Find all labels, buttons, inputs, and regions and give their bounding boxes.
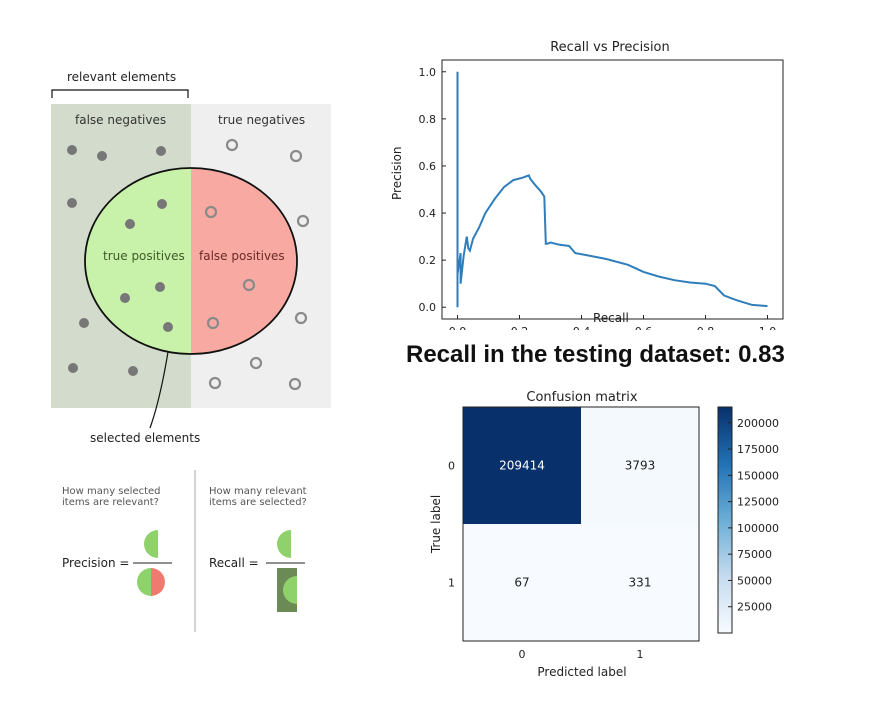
pr-xtick-label: 0.8 — [697, 325, 715, 330]
cm-cell-value: 3793 — [625, 459, 656, 473]
cm-title: Confusion matrix — [526, 390, 637, 405]
confusion-matrix-chart: Confusion matrix 209414 3793 67 331 0 1 0 1 25… — [429, 390, 779, 679]
diagram-graphic — [51, 89, 331, 429]
pr-ytick-label: 0.8 — [419, 113, 437, 126]
relevant-dot — [79, 318, 89, 328]
recall-numerator-icon — [277, 530, 291, 558]
cm-cell — [463, 524, 581, 641]
cm-colorbar-tick-label: 125000 — [737, 496, 779, 509]
pr-ytick-label: 0.0 — [419, 301, 437, 314]
cm-colorbar-tick-label: 150000 — [737, 469, 779, 482]
cm-cell — [463, 407, 581, 524]
nonrelevant-ring — [294, 311, 308, 325]
pr-plot-area — [441, 59, 784, 320]
cm-ylabel: True label — [429, 495, 443, 554]
cm-ticks: 0 1 0 1 — [448, 460, 644, 662]
relevant-dot — [128, 366, 138, 376]
recall-precision-chart: Recall vs Precision 0.00.20.40.60.81.00.… — [419, 40, 784, 330]
relevant-dot — [67, 145, 77, 155]
cm-ytick-label: 1 — [448, 577, 455, 590]
false-positives-area — [191, 168, 297, 354]
relevant-dot — [67, 198, 77, 208]
true-positives-label: true positives — [103, 249, 185, 263]
relevant-dots — [67, 145, 173, 376]
nonrelevant-ring — [242, 278, 256, 292]
pr-ytick-label: 1.0 — [419, 66, 437, 79]
relevant-bracket — [51, 89, 189, 98]
cm-colorbar-tick-label: 200000 — [737, 417, 779, 430]
pr-curve — [456, 71, 768, 308]
formula-graphics — [133, 470, 305, 632]
nonrelevant-rings — [204, 138, 310, 391]
cm-colorbar-tick-label: 100000 — [737, 522, 779, 535]
cm-cell-value: 209414 — [499, 459, 545, 473]
cm-ytick-label: 0 — [448, 460, 455, 473]
pr-xtick-label: 1.0 — [759, 325, 777, 330]
relevant-dot — [163, 322, 173, 332]
cm-xlabel: Predicted label — [537, 665, 626, 679]
cm-frame — [462, 406, 700, 642]
relevant-dot — [125, 219, 135, 229]
pr-chart-title: Recall vs Precision — [550, 40, 670, 55]
cm-colorbar-ticks: 25000 50000 75000 100000 125000 150000 175000 2… — [728, 417, 779, 614]
selected-pointer — [149, 351, 169, 429]
selected-ellipse — [84, 167, 298, 355]
true-negatives-label: true negatives — [218, 113, 306, 127]
pr-xtick-label: 0.6 — [635, 325, 653, 330]
relevant-dot — [120, 293, 130, 303]
false-positives-label: false positives — [199, 249, 285, 263]
cm-colorbar-tick-label: 50000 — [737, 574, 772, 587]
pr-ytick-label: 0.2 — [419, 254, 437, 267]
cm-colorbar-tick-label: 25000 — [737, 601, 772, 614]
cm-xtick-label: 1 — [637, 648, 644, 661]
nonrelevant-ring — [208, 376, 222, 390]
selected-elements-label: selected elements — [90, 431, 201, 445]
true-positives-area — [85, 168, 191, 354]
pr-axis-ticks: 0.0 0.2 0.4 0.6 0.8 1.0 0.0 0.2 0.4 0.6 0.8 1.0 — [419, 66, 777, 330]
cm-cell — [581, 524, 699, 641]
cm-colorbar — [717, 406, 733, 634]
cm-xtick-label: 0 — [519, 648, 526, 661]
pr-xlabel: Recall — [593, 311, 629, 325]
nonrelevant-ring — [206, 316, 220, 330]
precision-question: How many selected items are relevant? — [62, 486, 161, 508]
cm-cell — [581, 407, 699, 524]
relevant-dot — [97, 151, 107, 161]
nonrelevant-ring — [204, 205, 218, 219]
pr-ytick-label: 0.4 — [419, 207, 437, 220]
pr-ylabel: Precision — [390, 146, 404, 200]
recall-headline: Recall in the testing dataset: 0.83 — [406, 341, 785, 368]
relevant-dot — [157, 199, 167, 209]
relevant-dot — [68, 363, 78, 373]
precision-formula-label: Precision = — [62, 556, 130, 570]
nonrelevant-ring — [288, 377, 302, 391]
recall-formula-label: Recall = — [209, 556, 259, 570]
relevant-elements-label: relevant elements — [67, 70, 177, 84]
precision-denominator-fp-icon — [151, 568, 165, 596]
nonrelevant-ring — [289, 149, 303, 163]
pr-xtick-label: 0.0 — [449, 325, 467, 330]
false-negatives-label: false negatives — [75, 113, 167, 127]
precision-denominator-tp-icon — [137, 568, 151, 596]
cm-colorbar-tick-label: 175000 — [737, 443, 779, 456]
cm-cell-value: 331 — [629, 576, 652, 590]
pr-xtick-label: 0.2 — [511, 325, 529, 330]
nonrelevant-ring — [296, 214, 310, 228]
relevant-dot — [156, 146, 166, 156]
relevant-dot — [155, 282, 165, 292]
recall-question: How many relevant items are selected? — [209, 486, 307, 508]
nonrelevant-ring — [225, 138, 239, 152]
cm-cells: 209414 3793 67 331 — [463, 407, 699, 641]
pr-ytick-label: 0.6 — [419, 160, 437, 173]
recall-denominator-tp-icon — [283, 576, 297, 604]
nonrelevant-ring — [249, 356, 263, 370]
pr-xtick-label: 0.4 — [573, 325, 591, 330]
cm-cell-value: 67 — [514, 576, 529, 590]
precision-numerator-icon — [144, 530, 158, 558]
cm-colorbar-tick-label: 75000 — [737, 548, 772, 561]
